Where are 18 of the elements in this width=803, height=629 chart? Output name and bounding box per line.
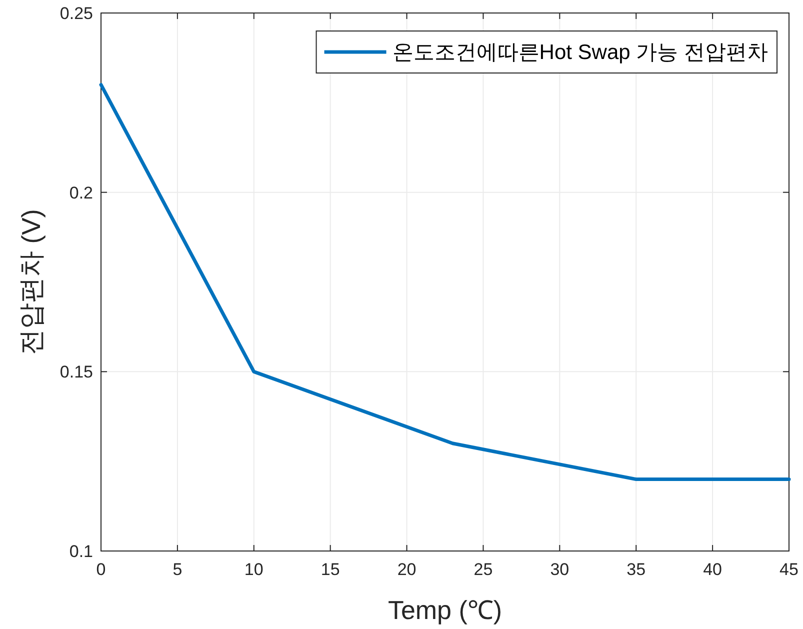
- y-tick-label: 0.2: [69, 183, 93, 202]
- x-tick-label: 15: [320, 560, 340, 579]
- y-axis-title: 전압편차 (V): [16, 209, 46, 355]
- x-tick-label: 0: [96, 560, 106, 579]
- x-tick-label: 25: [474, 560, 493, 579]
- y-tick-label: 0.1: [69, 542, 93, 561]
- x-tick-label: 5: [172, 560, 182, 579]
- x-axis-title: Temp (℃): [388, 595, 502, 625]
- x-tick-label: 35: [626, 560, 646, 579]
- x-tick-label: 45: [780, 560, 798, 579]
- legend-label: 온도조건에따른Hot Swap 가능 전압편차: [392, 41, 768, 64]
- x-tick-label: 20: [397, 560, 416, 579]
- x-tick-label: 40: [703, 560, 722, 579]
- y-tick-label: 0.15: [60, 362, 93, 382]
- x-tick-label: 30: [550, 560, 570, 579]
- line-series: [99, 82, 791, 482]
- x-tick-label: 10: [244, 560, 264, 579]
- y-tick-label: 0.25: [60, 4, 93, 23]
